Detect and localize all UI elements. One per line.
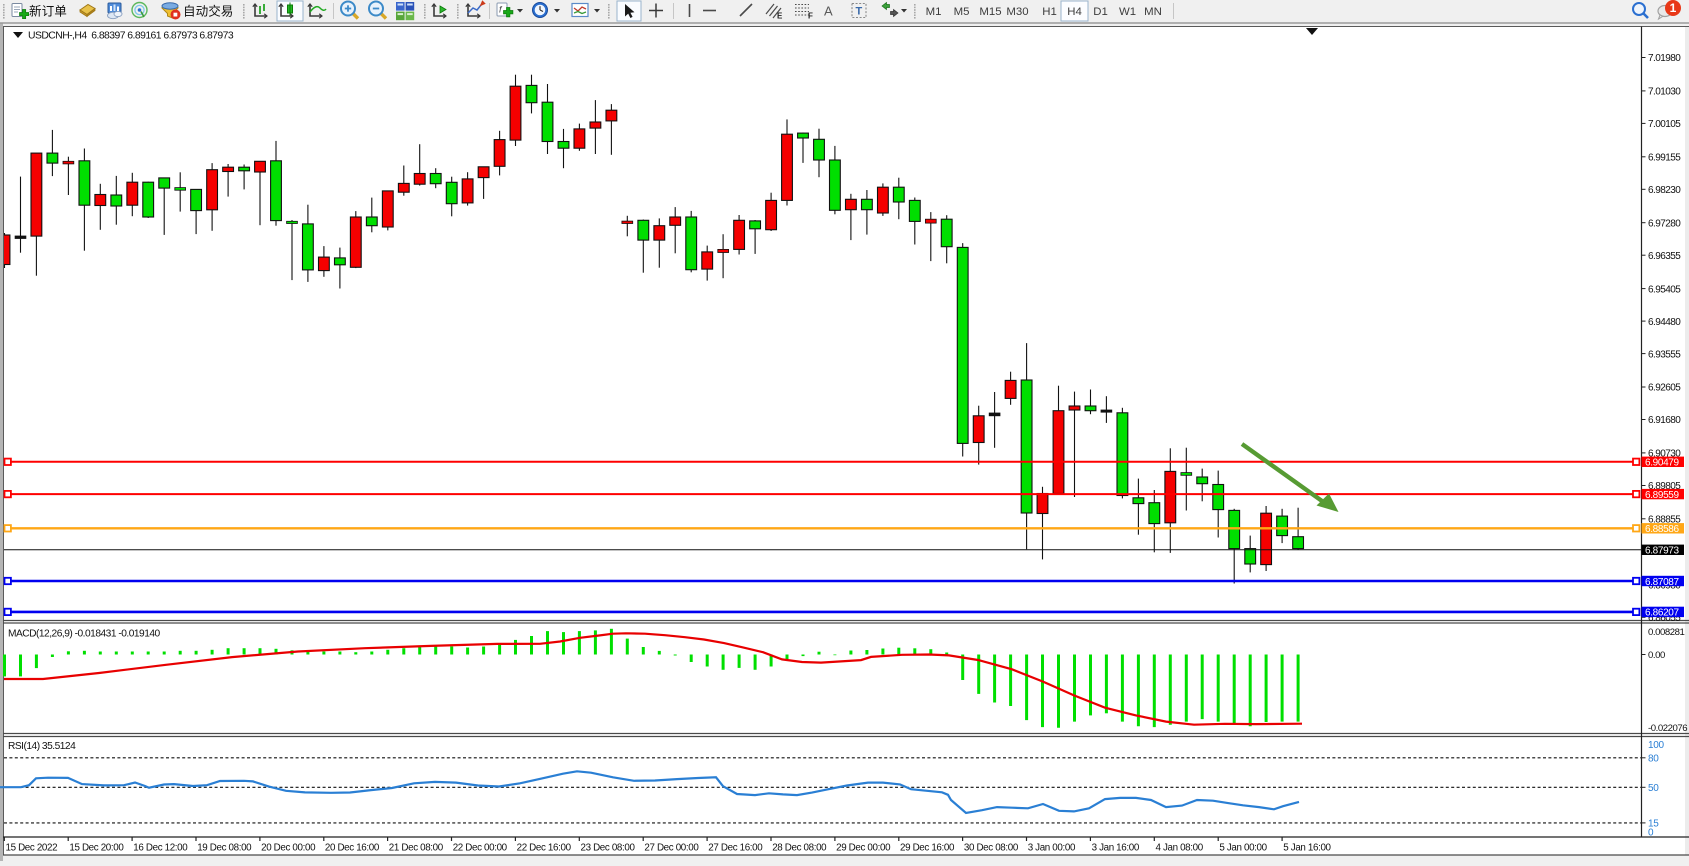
svg-text:6.91680: 6.91680: [1648, 415, 1681, 426]
svg-text:30 Dec 08:00: 30 Dec 08:00: [964, 843, 1019, 854]
svg-text:6.89559: 6.89559: [1645, 490, 1679, 501]
svg-text:20 Dec 16:00: 20 Dec 16:00: [325, 843, 380, 854]
svg-text:6.95405: 6.95405: [1648, 284, 1681, 295]
svg-text:15 Dec 20:00: 15 Dec 20:00: [69, 843, 124, 854]
svg-text:6.97280: 6.97280: [1648, 218, 1681, 229]
svg-text:80: 80: [1648, 754, 1659, 765]
svg-text:6.90479: 6.90479: [1645, 458, 1679, 469]
svg-text:4 Jan 08:00: 4 Jan 08:00: [1156, 843, 1204, 854]
svg-text:0: 0: [1648, 827, 1654, 838]
svg-text:6.99155: 6.99155: [1648, 153, 1681, 164]
svg-text:A: A: [824, 4, 833, 19]
svg-text:29 Dec 16:00: 29 Dec 16:00: [900, 843, 955, 854]
svg-text:16 Dec 12:00: 16 Dec 12:00: [133, 843, 188, 854]
svg-text:E: E: [777, 12, 783, 21]
svg-text:6.89805: 6.89805: [1648, 481, 1681, 492]
svg-text:15 Dec 2022: 15 Dec 2022: [6, 843, 58, 854]
svg-text:6.88855: 6.88855: [1648, 515, 1681, 526]
svg-text:20 Dec 00:00: 20 Dec 00:00: [261, 843, 316, 854]
svg-text:F: F: [808, 12, 813, 21]
svg-text:6.86055: 6.86055: [1648, 613, 1681, 624]
svg-text:6.93555: 6.93555: [1648, 349, 1681, 360]
svg-text:0.00: 0.00: [1648, 650, 1665, 661]
svg-text:7.00105: 7.00105: [1648, 119, 1681, 130]
svg-text:D1: D1: [1093, 6, 1108, 18]
svg-text:29 Dec 00:00: 29 Dec 00:00: [836, 843, 891, 854]
svg-text:7.01030: 7.01030: [1648, 87, 1681, 98]
svg-text:27 Dec 00:00: 27 Dec 00:00: [644, 843, 699, 854]
svg-text:f: f: [499, 5, 503, 15]
svg-text:23 Dec 08:00: 23 Dec 08:00: [581, 843, 636, 854]
svg-text:6.86207: 6.86207: [1645, 608, 1679, 619]
svg-text:6.98230: 6.98230: [1648, 185, 1681, 196]
svg-text:H1: H1: [1042, 6, 1057, 18]
svg-text:M30: M30: [1006, 6, 1028, 18]
svg-text:3 Jan 16:00: 3 Jan 16:00: [1092, 843, 1140, 854]
svg-text:6.87087: 6.87087: [1645, 577, 1679, 588]
svg-text:RSI(14) 35.5124: RSI(14) 35.5124: [8, 741, 76, 752]
svg-text:M1: M1: [926, 6, 942, 18]
svg-text:6.92605: 6.92605: [1648, 383, 1681, 394]
svg-text:21 Dec 08:00: 21 Dec 08:00: [389, 843, 444, 854]
svg-text:0.008281: 0.008281: [1648, 627, 1685, 638]
svg-text:自动交易: 自动交易: [183, 4, 233, 19]
svg-text:6.94480: 6.94480: [1648, 317, 1681, 328]
svg-text:100: 100: [1648, 740, 1665, 751]
svg-text:M5: M5: [954, 6, 970, 18]
svg-text:W1: W1: [1119, 6, 1136, 18]
svg-text:H4: H4: [1067, 6, 1082, 18]
svg-text:6.87973: 6.87973: [1645, 546, 1679, 557]
svg-text:22 Dec 16:00: 22 Dec 16:00: [517, 843, 572, 854]
svg-text:M15: M15: [979, 6, 1001, 18]
svg-text:USDCNH-,H4 6.88397 6.89161 6.: USDCNH-,H4 6.88397 6.89161 6.87973 6.879…: [28, 31, 234, 42]
svg-text:T: T: [856, 6, 863, 18]
svg-text:7.01980: 7.01980: [1648, 53, 1681, 64]
svg-text:19 Dec 08:00: 19 Dec 08:00: [197, 843, 252, 854]
svg-text:28 Dec 08:00: 28 Dec 08:00: [772, 843, 827, 854]
svg-text:5 Jan 00:00: 5 Jan 00:00: [1219, 843, 1267, 854]
svg-text:MACD(12,26,9) -0.018431 -0.019: MACD(12,26,9) -0.018431 -0.019140: [8, 629, 161, 640]
svg-text:1: 1: [1670, 1, 1677, 15]
svg-text:50: 50: [1648, 783, 1659, 794]
svg-text:6.90730: 6.90730: [1648, 449, 1681, 460]
svg-text:6.96355: 6.96355: [1648, 251, 1681, 262]
svg-text:6.88586: 6.88586: [1645, 524, 1679, 535]
svg-text:5 Jan 16:00: 5 Jan 16:00: [1283, 843, 1331, 854]
svg-text:15: 15: [1648, 819, 1659, 830]
svg-text:27 Dec 16:00: 27 Dec 16:00: [708, 843, 763, 854]
svg-text:MN: MN: [1144, 6, 1162, 18]
svg-text:22 Dec 00:00: 22 Dec 00:00: [453, 843, 508, 854]
svg-text:3 Jan 00:00: 3 Jan 00:00: [1028, 843, 1076, 854]
svg-text:-0.022076: -0.022076: [1648, 723, 1687, 734]
svg-text:新订单: 新订单: [29, 4, 67, 19]
